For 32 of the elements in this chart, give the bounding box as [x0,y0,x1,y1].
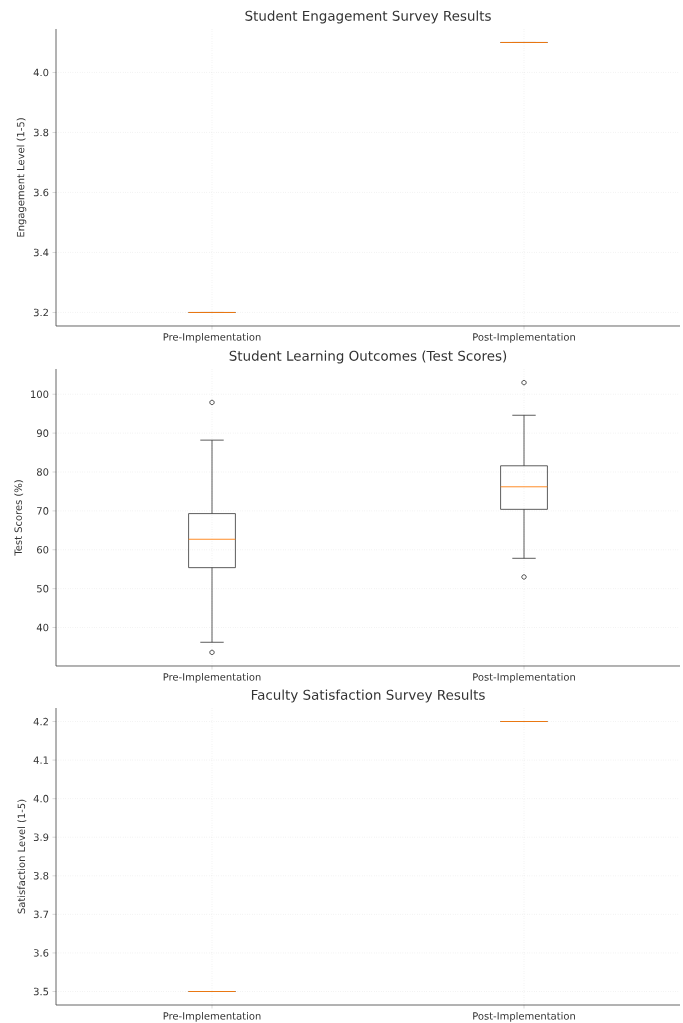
y-tick-label: 90 [36,429,49,437]
x-tick-label: Post-Implementation [473,1012,575,1022]
y-tick-label: 3.8 [33,872,49,880]
y-tick-label: 3.4 [33,248,49,257]
y-tick-label: 3.7 [33,910,49,919]
y-axis-title: Satisfaction Level (1-5) [17,799,27,914]
y-tick-label: 40 [36,623,49,632]
y-tick-label: 3.9 [33,833,49,841]
x-tick-label: Pre-Implementation [163,1012,261,1022]
y-tick-label: 70 [37,507,49,515]
y-tick-label: 3.8 [33,128,49,137]
y-tick-label: 60 [37,545,49,554]
chart-title: Student Learning Outcomes (Test Scores) [229,350,507,364]
x-tick-label: Post-Implementation [473,673,575,683]
y-tick-label: 3.6 [33,949,49,957]
x-tick-label: Post-Implementation [473,333,575,343]
chart-title: Faculty Satisfaction Survey Results [251,689,485,703]
x-tick-label: Pre-Implementation [163,673,261,683]
y-tick-label: 3.2 [33,308,48,317]
y-tick-label: 4.1 [33,756,49,764]
y-tick-label: 3.5 [33,987,49,996]
chart-title: Student Engagement Survey Results [245,10,491,24]
y-axis-title: Engagement Level (1-5) [16,118,27,237]
y-axis-title: Test Scores (%) [14,480,24,556]
y-tick-label: 100 [31,390,49,399]
y-tick-label: 50 [37,584,49,593]
y-tick-label: 80 [36,468,49,476]
y-tick-label: 3.6 [33,188,49,197]
y-tick-label: 4.2 [33,717,48,726]
x-tick-label: Pre-Implementation [163,333,261,343]
y-tick-label: 4.0 [33,794,49,803]
y-tick-label: 4.0 [33,68,49,77]
